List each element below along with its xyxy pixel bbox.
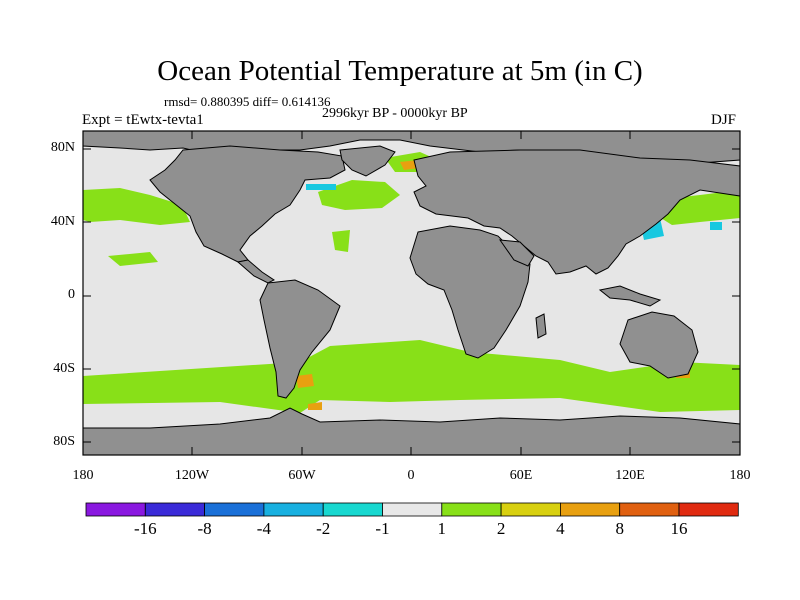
central-america xyxy=(236,259,275,284)
colorbar-label: 16 xyxy=(670,519,688,538)
colorbar-label: -16 xyxy=(133,519,157,538)
colorbar-swatch xyxy=(441,502,502,517)
statistics-label: rmsd= 0.880395 diff= 0.614136 xyxy=(164,94,331,109)
land-masses xyxy=(82,130,741,456)
lon-label-120w: 120W xyxy=(174,468,210,483)
north-pacific-warm xyxy=(83,188,190,225)
colorbar-swatch xyxy=(322,502,383,517)
colorbar-label: 4 xyxy=(556,519,565,538)
colorbar-swatch xyxy=(500,502,561,517)
lon-label-180e: 180 xyxy=(729,468,751,483)
lat-label-equator: 0 xyxy=(68,287,75,302)
australia xyxy=(619,311,699,379)
map-panel xyxy=(82,130,741,456)
southern-ocean-band xyxy=(83,340,740,413)
season-label: DJF xyxy=(711,112,737,128)
colorbar-swatch xyxy=(144,502,206,517)
lat-label-40n: 40N xyxy=(50,214,75,229)
atlantic-equatorial-warm xyxy=(332,230,350,252)
colorbar-swatch xyxy=(263,502,324,517)
pacific-cool xyxy=(710,222,722,230)
south-america xyxy=(259,279,341,399)
map-title: Ocean Potential Temperature at 5m (in C) xyxy=(157,55,643,87)
colorbar-swatch xyxy=(85,502,146,517)
colorbar-label: -8 xyxy=(197,519,212,538)
colorbar-swatch xyxy=(678,502,739,517)
colorbar-swatch xyxy=(204,502,265,517)
colorbar-label: -4 xyxy=(256,519,271,538)
warm-anomaly-regions xyxy=(83,152,740,413)
colorbar-label: 8 xyxy=(615,519,624,538)
colorbar-swatch xyxy=(382,502,443,517)
south-atlantic-strong-warm xyxy=(296,374,314,388)
eurasia xyxy=(413,149,741,275)
africa xyxy=(409,225,531,359)
labrador-cool xyxy=(306,184,336,190)
pacific-tropical-warm xyxy=(108,252,158,266)
colorbar-label: 2 xyxy=(496,519,506,538)
arabian-peninsula xyxy=(498,239,535,267)
colorbar-swatch xyxy=(619,502,680,517)
experiment-label: Expt = tEwtx-tevta1 xyxy=(82,112,204,128)
lat-label-40s: 40S xyxy=(53,361,75,376)
north-atlantic-warm xyxy=(318,180,400,210)
colorbar-label: -2 xyxy=(316,519,331,538)
colorbar-label: -1 xyxy=(375,519,390,538)
lon-tick-marks xyxy=(191,131,631,455)
lat-label-80n: 80N xyxy=(50,140,75,155)
lat-tick-marks xyxy=(83,148,740,443)
period-label: 2996kyr BP - 0000kyr BP xyxy=(322,106,468,121)
lon-label-60e: 60E xyxy=(509,468,533,483)
greenland xyxy=(339,145,396,177)
lon-label-120e: 120E xyxy=(615,468,645,483)
colorbar-swatch xyxy=(560,502,621,517)
indonesia xyxy=(598,285,662,307)
lon-label-0: 0 xyxy=(407,468,415,483)
lon-label-60w: 60W xyxy=(288,468,316,483)
madagascar xyxy=(535,313,547,339)
drake-strong-warm xyxy=(308,402,322,410)
lat-label-80s: 80S xyxy=(53,434,75,449)
colorbar xyxy=(85,502,739,517)
lon-label-180w: 180 xyxy=(72,468,94,483)
colorbar-label: 1 xyxy=(437,519,447,538)
